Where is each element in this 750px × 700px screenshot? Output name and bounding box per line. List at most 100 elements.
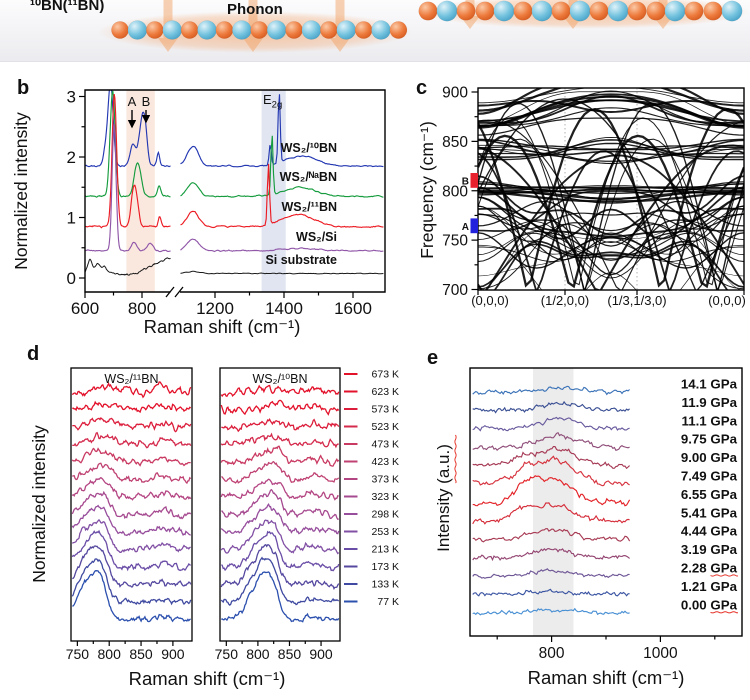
panel-b-ytick-label: 0	[67, 269, 76, 288]
panel-d-ticks: 750 800 850 900 750 800 850 900	[66, 641, 333, 662]
temperature-spectrum-curve	[220, 478, 339, 501]
nitrogen-atom	[569, 0, 591, 22]
panel-c: c Frequency (cm⁻¹) 700 750 800 850 900 (0,0,0…	[416, 77, 746, 308]
dispersion-branch	[479, 229, 743, 290]
dispersion-branch	[478, 144, 744, 290]
panel-b-xtick-label: 1600	[334, 299, 372, 318]
e2g-annotation: E2g	[263, 92, 282, 111]
dispersion-branch	[478, 117, 744, 136]
boron-atom	[551, 1, 571, 21]
temperature-spectrum-curve	[220, 384, 340, 398]
dispersion-branch	[478, 232, 744, 263]
legend-label: 253 K	[372, 526, 399, 538]
spectrum-curve	[85, 90, 171, 198]
phonon-label: Phonon	[227, 1, 283, 18]
spectrum-curve	[85, 94, 171, 229]
pressure-spectrum-curve	[472, 528, 631, 543]
panel-b-xtick-label: 1200	[196, 299, 234, 318]
dispersion-branch	[478, 220, 744, 279]
temperature-spectrum-curve	[72, 400, 192, 414]
axis-break-slash	[174, 286, 184, 298]
dispersion-branch	[478, 136, 744, 156]
boron-atom	[513, 1, 533, 21]
nitrogen-atom	[232, 20, 252, 40]
nitrogen-atom	[162, 20, 182, 40]
temperature-spectrum-curve	[71, 518, 191, 553]
panel-e-ylabel: Intensity (a.u.)	[434, 444, 453, 552]
panel-c-ytick-label: 800	[442, 183, 468, 200]
panel-c-ytick-label: 850	[442, 134, 468, 151]
pressure-label: 5.41 GPa	[681, 505, 738, 520]
kpoint-label: (1/2,0,0)	[541, 293, 589, 308]
pressure-spectrum-curve	[472, 547, 630, 562]
schematic: ¹⁰BN(¹¹BN) Phonon	[0, 0, 750, 62]
nitrogen-atom	[266, 20, 287, 40]
pressure-label: 4.44 GPa	[681, 524, 738, 539]
legend-label: 623 K	[372, 386, 399, 398]
panel-d-xtick-label: 750	[66, 646, 90, 662]
boron-atom	[215, 21, 234, 39]
temperature-spectrum-curve	[72, 431, 192, 449]
dispersion-branch	[478, 190, 744, 232]
dispersion-branch	[478, 88, 744, 112]
temperature-spectrum-curve	[220, 503, 340, 535]
dispersion-branch	[478, 232, 744, 277]
panel-c-ytick-label: 700	[442, 282, 468, 299]
panel-b-ylabel: Normalized intensity	[11, 112, 31, 270]
spellcheck-squiggle	[710, 611, 739, 614]
legend-label: 473 K	[372, 439, 399, 451]
panel-b-series-labels: WS₂/¹⁰BN WS₂/ᴺᵃBN WS₂/¹¹BN WS₂/Si Si substra…	[265, 141, 337, 267]
series-label: Si substrate	[265, 253, 337, 267]
panel-d-xtick-label: 900	[161, 646, 185, 662]
boron-atom	[589, 1, 609, 21]
panel-d-xtick-label: 850	[278, 646, 302, 662]
spellcheck-squiggle	[710, 574, 739, 577]
boron-atom	[627, 1, 647, 21]
panel-b: b Normalized intensity 600 800 1200 1400 160…	[11, 77, 386, 337]
series-label: WS₂/Si	[296, 230, 337, 244]
pressure-label: 9.00 GPa	[681, 450, 738, 465]
temperature-spectrum-curve	[220, 519, 340, 555]
panel-d-xtick-label: 800	[246, 646, 270, 662]
panel-e-shaded-band	[533, 368, 574, 636]
panel-d-right-title: WS₂/¹⁰BN	[253, 372, 308, 386]
schematic-divider	[0, 61, 750, 62]
nitrogen-atom	[127, 20, 148, 40]
panel-e-xlabel: Raman shift (cm⁻¹)	[528, 667, 685, 688]
legend-label: 573 K	[372, 404, 399, 416]
phonon-dispersion-branches	[478, 88, 744, 290]
panel-b-curves	[85, 90, 384, 276]
pressure-label: 1.21 GPa	[681, 579, 738, 594]
dispersion-branch	[478, 241, 744, 263]
panel-d-right-curves	[220, 384, 340, 623]
pressure-spectrum-curve	[472, 431, 630, 452]
dispersion-branch	[478, 90, 744, 127]
boron-atom	[319, 21, 338, 39]
panel-b-xtick-label: 800	[128, 299, 156, 318]
dispersion-branch	[478, 91, 744, 126]
temperature-spectrum-curve	[71, 504, 191, 537]
series-label: WS₂/¹⁰BN	[281, 141, 337, 155]
nitrogen-atom	[436, 0, 458, 22]
temperature-spectrum-curve	[71, 490, 192, 520]
nitrogen-atom	[721, 0, 743, 22]
spectrum-curve	[85, 257, 171, 276]
panel-d-xtick-label: 850	[129, 646, 153, 662]
pressure-label: 11.9 GPa	[682, 395, 738, 410]
boron-atom	[418, 1, 438, 21]
phonon-arrow	[335, 0, 345, 38]
peak-b-annotation: B	[142, 94, 151, 109]
panel-d: d Normalized intensity WS₂/¹¹BN WS₂/¹⁰BN…	[27, 343, 399, 689]
pressure-spectrum-curve	[472, 400, 630, 414]
nitrogen-atom	[197, 20, 217, 40]
legend-label: 673 K	[372, 369, 399, 381]
dispersion-branch	[478, 206, 744, 255]
panel-b-shaded-bands	[126, 90, 286, 292]
panel-b-ytick-label: 2	[67, 148, 76, 167]
panel-c-axes-box	[477, 87, 745, 291]
temperature-spectrum-curve	[221, 530, 340, 572]
panel-e-xtick-label: 1000	[643, 645, 678, 662]
panel-e-xtick-label: 800	[539, 645, 565, 662]
panel-e-curves	[472, 385, 631, 616]
dispersion-branch	[478, 183, 744, 188]
